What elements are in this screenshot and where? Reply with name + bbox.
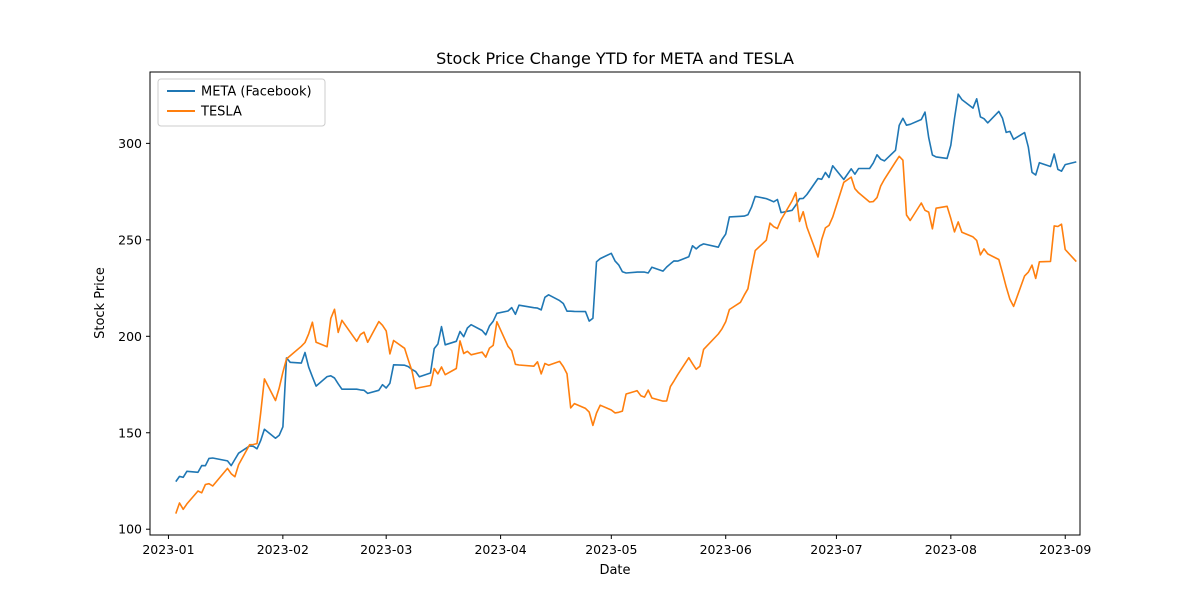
x-axis-label: Date [599, 563, 630, 578]
x-tick-label: 2023-09 [1039, 542, 1091, 557]
y-tick-label: 200 [118, 329, 142, 344]
y-tick-label: 300 [118, 136, 142, 151]
x-tick-label: 2023-01 [142, 542, 194, 557]
x-tick-label: 2023-05 [585, 542, 637, 557]
x-tick-label: 2023-08 [925, 542, 977, 557]
legend-label-tesla: TESLA [200, 105, 242, 120]
y-axis-label: Stock Price [93, 267, 108, 339]
chart-title: Stock Price Change YTD for META and TESL… [436, 49, 794, 68]
x-tick-label: 2023-03 [360, 542, 412, 557]
x-axis-ticks: 2023-01 2023-02 2023-03 2023-04 2023-05 2023-… [142, 535, 1091, 557]
x-tick-label: 2023-07 [810, 542, 862, 557]
series-layer [175, 93, 1077, 514]
series-line-tesla [175, 155, 1077, 514]
legend-label-meta: META (Facebook) [201, 85, 312, 100]
y-tick-label: 100 [118, 522, 142, 537]
x-tick-label: 2023-02 [257, 542, 309, 557]
x-tick-label: 2023-06 [700, 542, 752, 557]
legend: META (Facebook) TESLA [157, 78, 326, 127]
y-tick-label: 250 [118, 232, 142, 247]
y-tick-label: 150 [118, 425, 142, 440]
x-tick-label: 2023-04 [474, 542, 526, 557]
y-axis-ticks: 100 150 200 250 300 [118, 136, 150, 537]
plot-area-frame [149, 71, 1081, 536]
legend-box [157, 78, 326, 127]
series-line-meta [175, 93, 1077, 483]
